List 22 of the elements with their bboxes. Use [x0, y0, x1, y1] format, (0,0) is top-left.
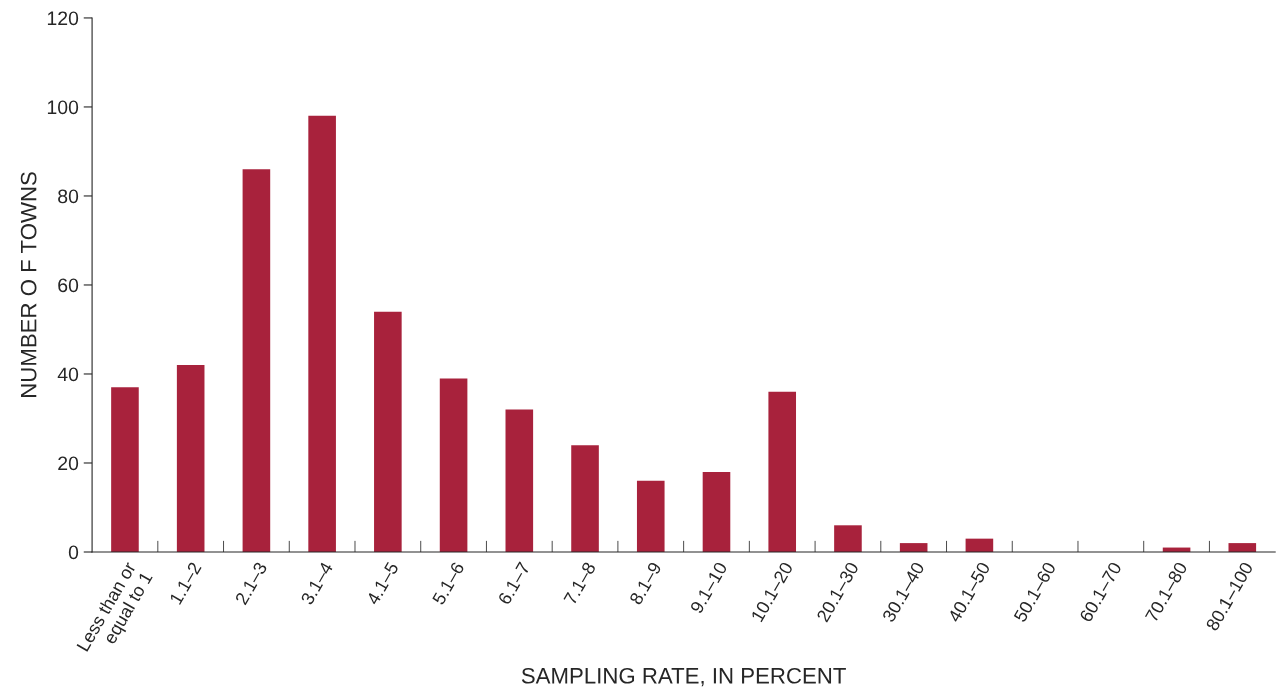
- bar: [505, 409, 534, 552]
- y-tick-label: 0: [68, 545, 79, 560]
- y-tick-label: 80: [58, 189, 79, 204]
- bar: [702, 471, 731, 552]
- bar: [1228, 543, 1257, 552]
- x-axis-title: SAMPLING RATE, IN PERCENT: [521, 667, 846, 687]
- y-axis-title: NUMBER O F TOWNS: [20, 172, 37, 397]
- bar: [176, 365, 205, 552]
- y-tick-label: 100: [47, 100, 79, 115]
- bar: [242, 169, 271, 552]
- bar: [439, 378, 468, 552]
- y-tick-label: 40: [57, 367, 79, 382]
- bar: [308, 115, 336, 552]
- bar: [834, 525, 862, 552]
- bar: [636, 480, 665, 552]
- bar: [374, 311, 402, 552]
- bar: [571, 445, 599, 552]
- bar: [768, 391, 797, 552]
- y-tick-label: 60: [58, 278, 79, 293]
- y-tick-label: 20: [58, 456, 79, 471]
- bar: [111, 387, 139, 552]
- y-tick-label: 120: [47, 11, 79, 26]
